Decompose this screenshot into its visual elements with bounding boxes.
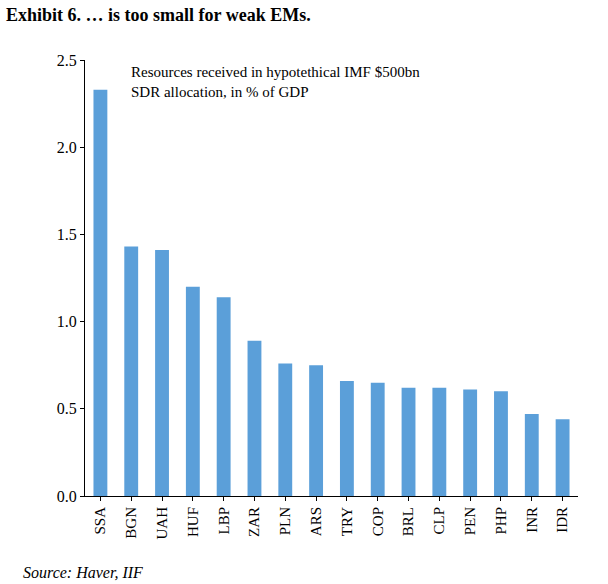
svg-text:LBP: LBP xyxy=(216,507,232,535)
svg-text:PHP: PHP xyxy=(493,507,509,535)
svg-text:2.0: 2.0 xyxy=(57,139,77,156)
svg-text:CLP: CLP xyxy=(431,507,447,535)
svg-text:ZAR: ZAR xyxy=(246,507,262,537)
svg-text:TRY: TRY xyxy=(339,507,355,536)
svg-text:Resources received in hypoteth: Resources received in hypotethical IMF $… xyxy=(131,64,420,100)
svg-text:IDR: IDR xyxy=(554,507,570,533)
svg-text:COP: COP xyxy=(370,507,386,536)
svg-text:PLN: PLN xyxy=(277,507,293,536)
svg-text:Exhibit 6. … is too small for: Exhibit 6. … is too small for weak EMs. xyxy=(6,5,311,25)
svg-text:UAH: UAH xyxy=(154,507,170,540)
svg-text:ARS: ARS xyxy=(308,507,324,536)
svg-text:PEN: PEN xyxy=(462,507,478,536)
svg-text:Source: Haver, IIF: Source: Haver, IIF xyxy=(23,564,143,581)
svg-text:0.0: 0.0 xyxy=(57,488,77,505)
svg-text:BGN: BGN xyxy=(123,507,139,539)
svg-text:0.5: 0.5 xyxy=(57,400,77,417)
svg-text:2.5: 2.5 xyxy=(57,52,77,69)
svg-text:1.0: 1.0 xyxy=(57,313,77,330)
svg-text:SSA: SSA xyxy=(92,507,108,535)
svg-text:BRL: BRL xyxy=(400,507,416,536)
svg-text:HUF: HUF xyxy=(185,507,201,537)
svg-text:INR: INR xyxy=(524,507,540,533)
svg-text:1.5: 1.5 xyxy=(57,226,77,243)
